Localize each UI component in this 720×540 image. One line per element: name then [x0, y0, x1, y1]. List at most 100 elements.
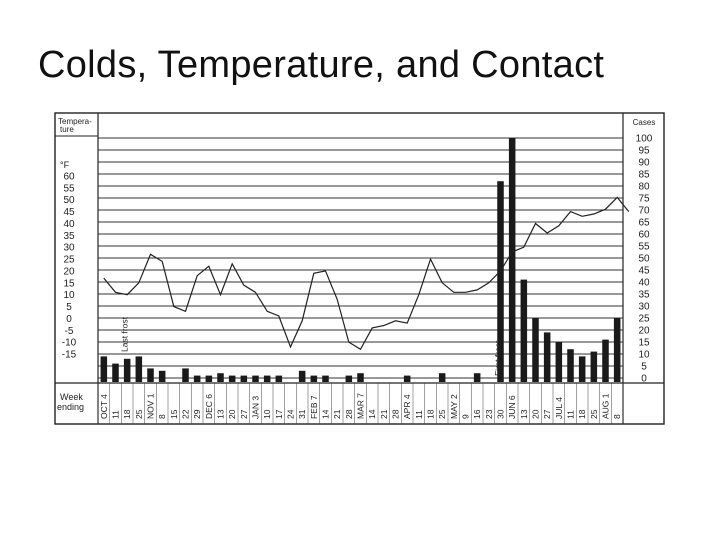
week-label: 10 [262, 409, 272, 419]
week-label: 20 [531, 409, 541, 419]
case-bar [613, 318, 621, 382]
week-label: 20 [227, 409, 237, 419]
temperature-tick-label: 5 [66, 302, 72, 313]
case-bar [473, 373, 481, 382]
week-label: 18 [426, 409, 436, 419]
cases-tick-label: 20 [638, 326, 650, 337]
week-label: FEB 7 [309, 395, 319, 419]
case-bar [252, 375, 259, 382]
cases-tick-label: 0 [641, 374, 647, 385]
case-bar [543, 332, 551, 382]
cases-tick-label: 90 [638, 158, 650, 169]
week-label: 25 [437, 409, 447, 419]
temperature-tick-label: 40 [63, 219, 75, 230]
axis-labels: Tempera-ture°F605550454035302520151050-5… [57, 117, 655, 419]
case-bar [322, 375, 329, 382]
week-label: 17 [274, 409, 284, 419]
case-bar [497, 181, 504, 382]
case-bar [567, 349, 574, 382]
case-bar [578, 356, 586, 382]
cases-tick-label: 40 [638, 278, 650, 289]
temperature-tick-label: 55 [63, 183, 75, 194]
chart-frame [54, 112, 665, 425]
week-label: 8 [157, 414, 167, 419]
cases-tick-label: 10 [638, 350, 650, 361]
week-label: NOV 1 [146, 393, 156, 419]
cases-tick-label: 60 [638, 230, 650, 241]
temperature-tick-label: 20 [63, 266, 75, 277]
week-label: 11 [111, 410, 121, 419]
case-bar [205, 375, 213, 382]
temperature-unit: °F [60, 160, 70, 170]
week-label: 27 [542, 409, 552, 419]
temperature-tick-label: 35 [63, 231, 75, 242]
week-label: 30 [496, 409, 506, 419]
case-bar [357, 373, 364, 382]
case-bar [158, 370, 166, 382]
case-bar [240, 375, 248, 382]
case-bar [182, 368, 189, 382]
week-label: 25 [134, 409, 144, 419]
case-bars [100, 138, 621, 382]
case-bar [345, 375, 353, 382]
week-label: JUN 6 [507, 395, 517, 419]
cases-tick-label: 25 [638, 314, 650, 325]
week-label: 28 [344, 409, 354, 419]
case-bar [123, 358, 131, 382]
week-label: 23 [484, 409, 494, 419]
case-bar [602, 339, 609, 382]
temperature-tick-label: 50 [63, 195, 75, 206]
week-label: 9 [461, 414, 471, 419]
frost-annotation: First frost [493, 340, 503, 376]
week-label: 25 [589, 409, 599, 419]
cases-tick-label: 55 [638, 242, 650, 253]
cases-tick-label: 50 [638, 254, 650, 265]
week-label: 21 [332, 409, 342, 419]
case-bar [147, 368, 154, 382]
week-label: 11 [566, 410, 576, 419]
week-label: 29 [192, 409, 202, 419]
case-bar [310, 375, 318, 382]
cases-tick-label: 95 [638, 146, 650, 157]
week-label: 11 [414, 410, 424, 419]
cases-tick-label: 75 [638, 194, 650, 205]
cases-tick-label: 85 [638, 170, 650, 181]
cases-tick-label: 70 [638, 206, 650, 217]
temperature-tick-label: 0 [66, 314, 72, 325]
week-label: 13 [216, 409, 226, 419]
slide-title: Colds, Temperature, and Contact [38, 44, 605, 86]
week-label: 21 [379, 409, 389, 419]
week-label: 13 [519, 409, 529, 419]
week-axis-header: Week [60, 392, 83, 402]
temperature-line [103, 196, 630, 351]
case-bar [508, 138, 516, 382]
frost-annotation: Last frost [120, 316, 130, 352]
temperature-tick-label: 45 [63, 207, 75, 218]
week-label: 27 [239, 409, 249, 419]
week-label: 18 [577, 409, 587, 419]
week-label: MAR 7 [356, 393, 366, 419]
cases-tick-label: 35 [638, 290, 650, 301]
cases-axis-header: Cases [633, 118, 656, 127]
cases-tick-label: 45 [638, 266, 650, 277]
week-label: OCT 4 [99, 394, 109, 419]
case-bar [193, 375, 201, 382]
week-label: JUL 4 [554, 397, 564, 419]
case-bar [403, 375, 411, 382]
cases-tick-label: 100 [636, 134, 653, 145]
case-bar [100, 356, 108, 382]
week-label: 16 [472, 409, 482, 419]
week-label: 15 [169, 409, 179, 419]
cases-tick-label: 30 [638, 302, 650, 313]
case-bar [228, 375, 236, 382]
chart-border [54, 112, 665, 425]
week-label: JAN 3 [251, 396, 261, 419]
cases-tick-label: 5 [641, 362, 647, 373]
temperature-line-group [103, 196, 630, 351]
temperature-tick-label: 15 [63, 278, 75, 289]
temperature-tick-label: 60 [63, 172, 75, 183]
temperature-axis-header-2: ture [60, 125, 74, 134]
week-label: APR 4 [402, 394, 412, 419]
case-bar [555, 342, 563, 382]
